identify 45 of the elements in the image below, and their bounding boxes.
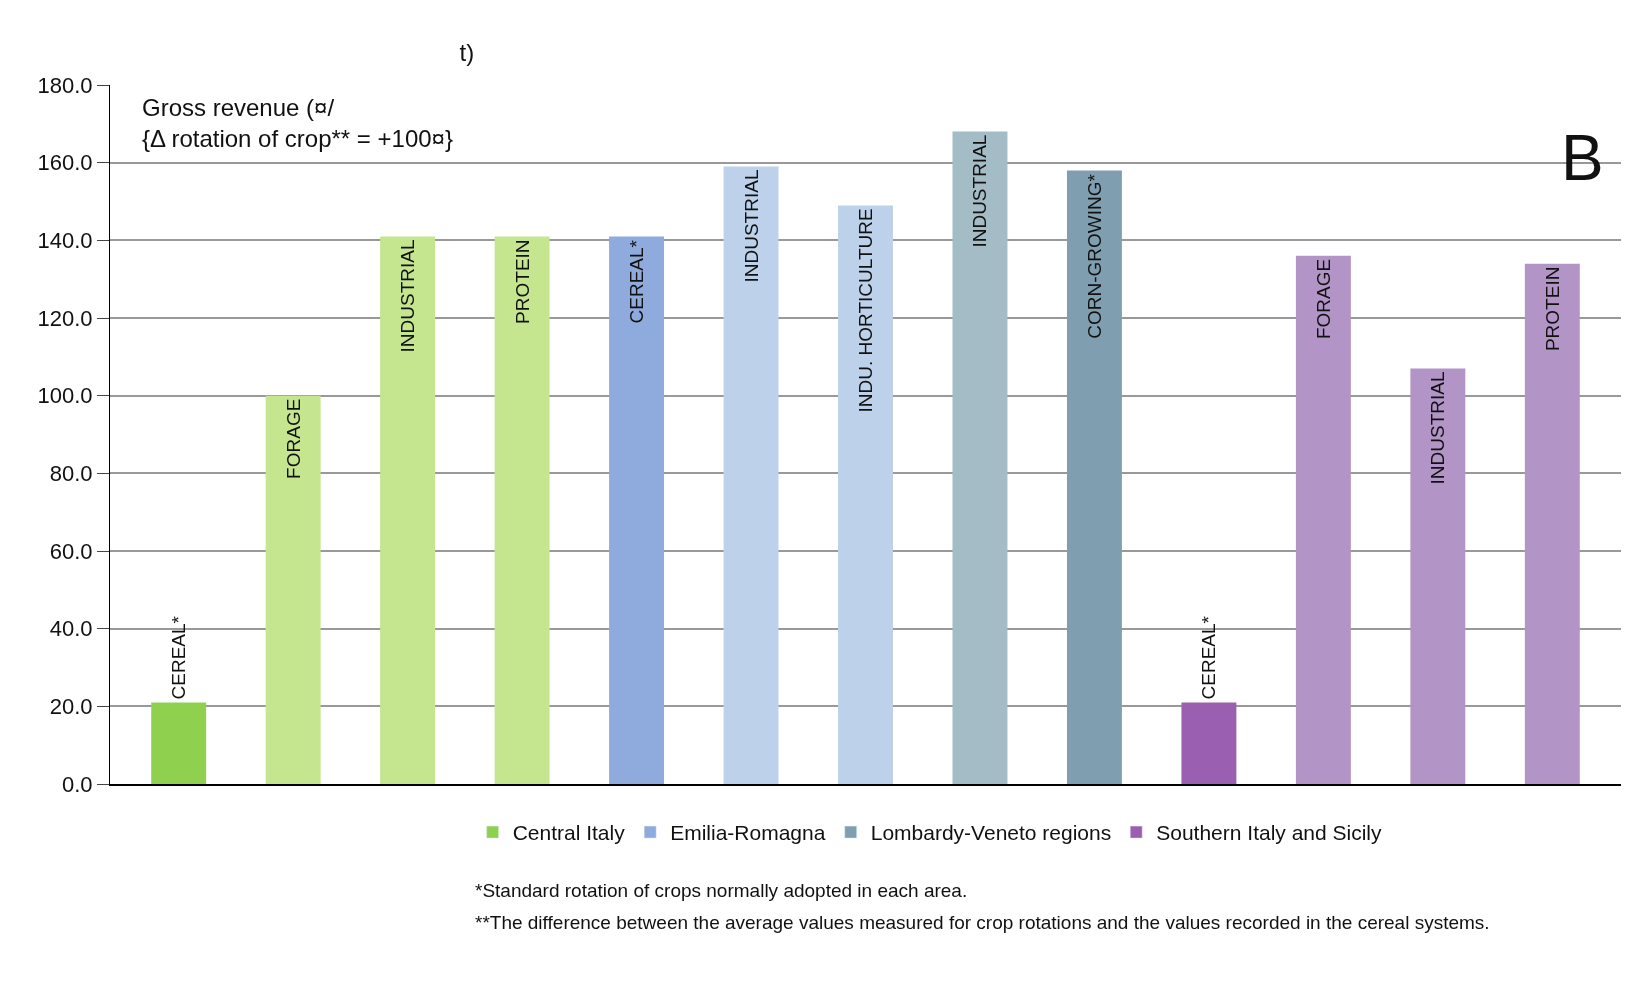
x-tick-label: INDUSTRIAL [969,134,991,248]
bar [494,236,550,784]
legend-label: Lombardy-Veneto regions [870,821,1112,845]
bar [609,236,665,784]
text: *Standard rotation of crops normally adopted in each area. [475,880,968,901]
legend-label: Southern Italy and Sicily [1156,821,1383,845]
x-tick-label: FORAGE [1312,258,1334,340]
y-tick-label: 140.0 [37,228,93,254]
annotation: Gross revenue (¤/ {Δ rotation of crop** = +100¤} [142,94,453,153]
text: **The difference between the average values measured for crop rotations and the values recorded in the cereal systems. [475,912,1490,933]
y-tick-label: 0.0 [62,771,93,797]
bar [1295,255,1351,784]
bar [1524,263,1580,784]
bar [1410,368,1466,784]
bar [723,166,779,784]
x-tick-label: FORAGE [282,398,304,479]
bar [952,131,1008,784]
annotation: B [1561,122,1604,194]
x-tick-label: CORN-GROWING* [1083,173,1105,339]
chart-title: t) [459,39,475,67]
legend-label: Emilia-Romagna [670,821,826,845]
y-tick-label: 20.0 [49,694,93,720]
y-tick-label: 100.0 [37,383,93,409]
y-tick-label: 80.0 [49,461,93,487]
x-tick-label: PROTEIN [1541,266,1563,352]
legend-label: Central Italy [512,821,626,845]
x-tick-label: CEREAL* [168,615,190,700]
bar [380,236,436,784]
x-tick-label: CEREAL* [626,239,648,324]
y-tick-label: 160.0 [37,150,93,176]
bar [1181,702,1237,784]
x-tick-label: INDU. HORTICULTURE [855,208,876,413]
x-tick-label: CEREAL* [1198,615,1220,700]
bar [838,205,893,784]
x-tick-label: INDUSTRIAL [1427,371,1449,485]
bar [1066,170,1122,784]
bar [151,702,207,784]
x-tick-label: PROTEIN [511,239,533,324]
y-tick-label: 60.0 [49,538,93,564]
x-tick-label: INDUSTRIAL [397,239,419,353]
y-tick-label: 40.0 [49,616,93,642]
x-tick-label: INDUSTRIAL [740,169,762,283]
y-tick-label: 120.0 [37,305,93,331]
bar [265,395,321,784]
y-tick-label: 180.0 [37,72,93,98]
